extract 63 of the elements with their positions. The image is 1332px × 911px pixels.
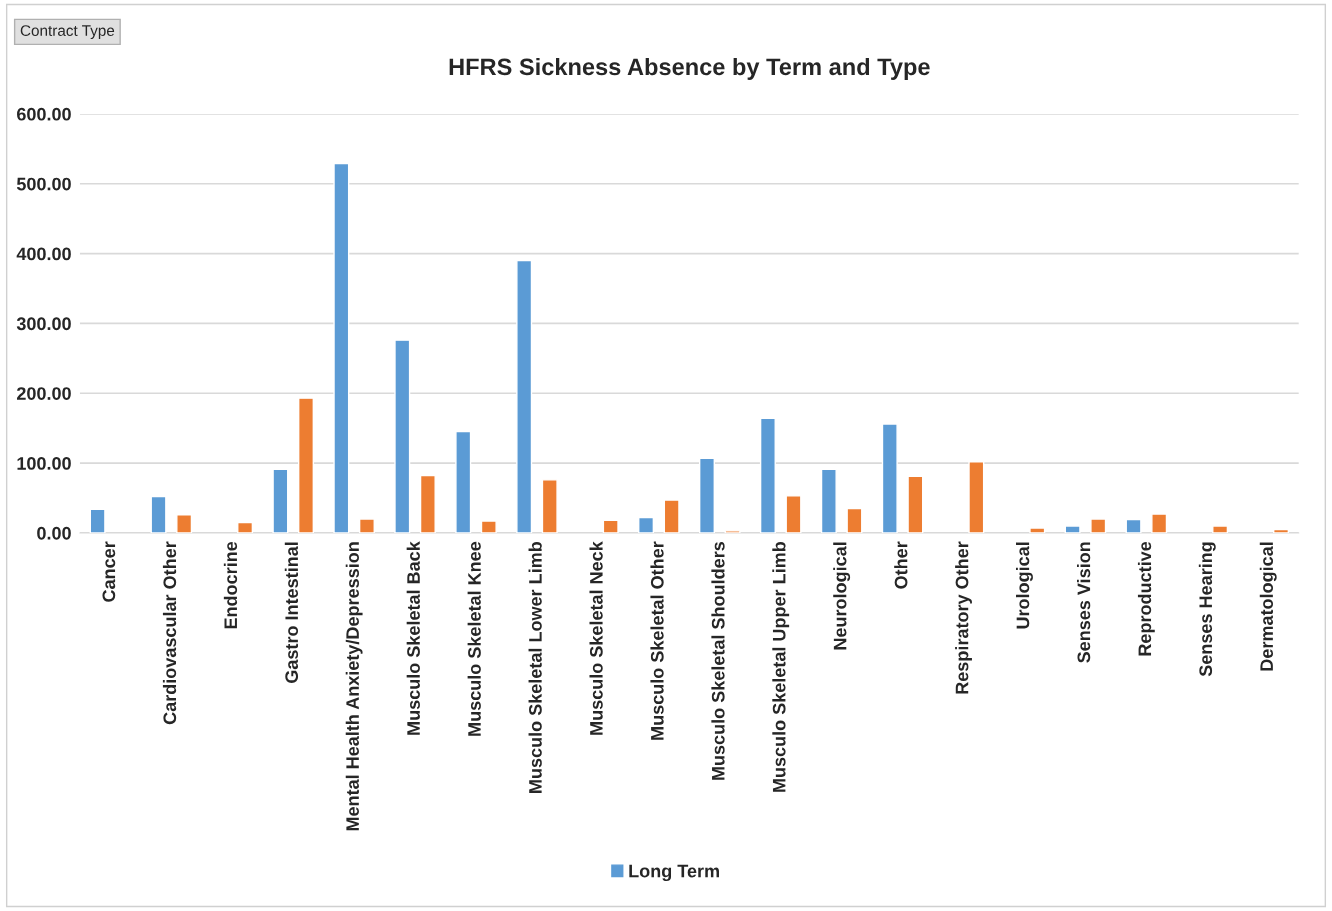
bar [394, 339, 411, 533]
bar [698, 457, 715, 533]
bar [516, 259, 533, 533]
bar [881, 423, 898, 533]
bar [150, 495, 167, 533]
x-tick-label: Senses Vision [1077, 542, 1091, 663]
bar [1090, 518, 1107, 533]
bar [455, 430, 472, 533]
bar [1029, 527, 1046, 533]
y-tick-label: 200.00 [16, 387, 71, 400]
x-tick-label: Respiratory Other [955, 541, 972, 694]
x-tick-label: Neurological [833, 542, 851, 650]
x-tick-label: Senses Hearing [1198, 542, 1216, 677]
y-tick-label: 300.00 [16, 317, 71, 331]
bar [724, 530, 741, 533]
x-tick-label: Dermatological [1259, 542, 1277, 671]
bar [663, 499, 680, 533]
y-tick-label: 0.00 [37, 526, 71, 540]
x-tick-label: Musculo Skeletal Upper Limb [772, 541, 790, 792]
bar [176, 514, 193, 533]
bar [272, 468, 289, 533]
x-tick-label: Urological [1016, 542, 1033, 629]
bar [907, 475, 924, 533]
chart-title: HFRS Sickness Absence by Term and Type [449, 57, 930, 80]
x-tick-label: Musculo Skeletal Neck [589, 541, 603, 735]
x-tick-label: Endocrine [223, 541, 238, 629]
x-tick-label: Mental Health Anxiety/Depression [345, 542, 363, 831]
y-tick-label: 400.00 [16, 247, 71, 261]
text: Contract Type [20, 25, 115, 40]
x-tick-label: Musculo Skeletal Shoulders [711, 541, 725, 780]
y-tick-label: 100.00 [17, 457, 71, 470]
x-tick-label: Musculo Skeletal Other [650, 541, 664, 740]
bar [602, 519, 619, 533]
y-tick-label: 500.00 [16, 177, 71, 191]
bar [237, 521, 254, 533]
bar [480, 520, 497, 533]
x-tick-label: Musculo Skeletal Lower Limb [528, 541, 542, 793]
bar [1064, 525, 1081, 533]
bar [297, 397, 315, 533]
bar [358, 518, 375, 533]
bar [1212, 525, 1229, 533]
bar [1273, 528, 1290, 533]
x-tick-label: Reproductive [1137, 541, 1155, 656]
bar [820, 468, 837, 533]
x-tick-label: Gastro Intestinal [284, 542, 299, 683]
x-tick-label: Cancer [102, 541, 116, 602]
bar [419, 474, 436, 533]
x-tick-label: Musculo Skeletal Back [406, 541, 420, 735]
bar [785, 495, 802, 533]
x-tick-label: Cardiovascular Other [162, 541, 177, 725]
bar [968, 460, 985, 533]
legend-label: Long Term [629, 864, 719, 882]
bar [541, 479, 558, 533]
bar [89, 508, 106, 533]
x-tick-label: Musculo Skeletal Knee [467, 541, 481, 736]
x-tick-label: Other [894, 541, 908, 589]
bar [638, 516, 655, 533]
bar [759, 417, 776, 533]
bar [846, 507, 863, 533]
bar [1151, 513, 1168, 533]
bar [333, 162, 350, 533]
y-tick-label: 600.00 [17, 107, 71, 121]
bar [1125, 518, 1142, 533]
